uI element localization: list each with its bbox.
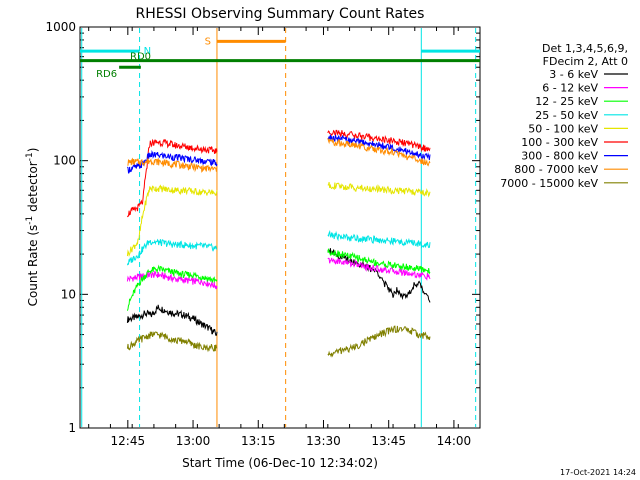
x-tick-label: 13:15: [241, 434, 276, 448]
y-axis-label: Count Rate (s-1 detector-1): [25, 148, 40, 307]
x-tick-label: 14:00: [437, 434, 472, 448]
series-line: [126, 331, 218, 353]
y-tick-label: 10: [61, 287, 76, 301]
y-tick-label: 1000: [45, 20, 76, 34]
series-line: [327, 134, 431, 161]
chart-title: RHESSI Observing Summary Count Rates: [136, 6, 425, 22]
legend-entry-label: 6 - 12 keV: [542, 82, 598, 95]
legend-header-line1: Det 1,3,4,5,6,9,: [542, 42, 628, 55]
series-line: [126, 270, 218, 290]
legend-entry-label: 7000 - 15000 keV: [500, 177, 598, 190]
x-tick-label: 13:45: [371, 434, 406, 448]
y-tick-label: 1: [68, 421, 76, 435]
legend-entry-label: 12 - 25 keV: [535, 95, 598, 108]
legend-entry-label: 300 - 800 keV: [521, 150, 598, 163]
series-line: [327, 181, 431, 198]
legend-entry-label: 100 - 300 keV: [521, 136, 598, 149]
state-bar-label: RD0: [130, 52, 151, 63]
state-bar-label: N: [144, 46, 151, 57]
legend-entry-label: 800 - 7000 keV: [514, 163, 598, 176]
series-line: [327, 129, 431, 153]
y-tick-label: 100: [53, 154, 76, 168]
legend-header-line2: FDecim 2, Att 0: [543, 55, 628, 68]
series-line: [126, 138, 218, 218]
state-bar-label: S: [205, 36, 211, 47]
footer-date: 17-Oct-2021 14:24: [560, 468, 636, 477]
x-tick-label: 13:00: [176, 434, 211, 448]
series-line: [327, 248, 431, 303]
series-line: [126, 304, 218, 336]
legend-entry-label: 3 - 6 keV: [549, 68, 598, 81]
legend: Det 1,3,4,5,6,9, FDecim 2, Att 0 3 - 6 k…: [500, 42, 628, 190]
x-axis-label: Start Time (06-Dec-10 12:34:02): [182, 456, 378, 470]
series-line: [327, 137, 431, 167]
plot-frame: [79, 26, 481, 429]
series-line: [126, 184, 218, 257]
series-line: [126, 238, 218, 266]
series-line: [327, 325, 431, 358]
legend-entry-label: 25 - 50 keV: [535, 109, 598, 122]
svg-text:Count Rate (s-1 detector-1): Count Rate (s-1 detector-1): [25, 148, 40, 307]
plot-area: 1 10 100 1000 12:45 13:00 13:15 13:30 13:45 14:00…: [45, 20, 481, 448]
series-line: [327, 229, 431, 249]
series-line: [127, 157, 218, 173]
series-line: [327, 248, 431, 275]
series-line: [126, 264, 218, 311]
state-bar-label: RD6: [96, 69, 117, 80]
legend-entry-label: 50 - 100 keV: [528, 122, 598, 135]
x-tick-label: 13:30: [306, 434, 341, 448]
x-tick-label: 12:45: [111, 434, 146, 448]
series-line: [327, 257, 431, 281]
